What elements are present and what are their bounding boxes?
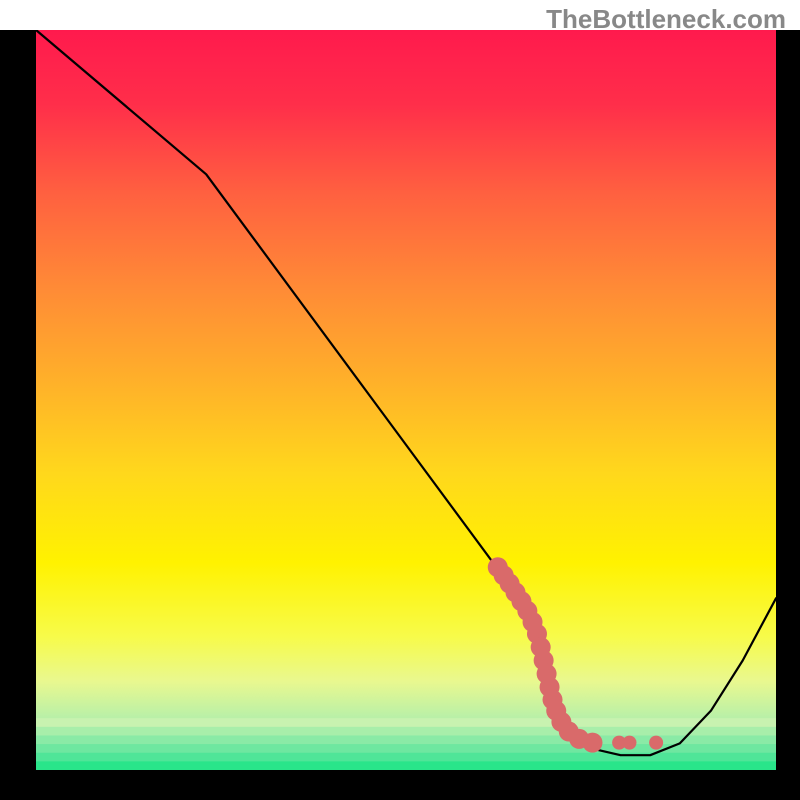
bottleneck-chart xyxy=(0,0,800,800)
watermark-text: TheBottleneck.com xyxy=(546,4,786,35)
chart-container: TheBottleneck.com xyxy=(0,0,800,800)
